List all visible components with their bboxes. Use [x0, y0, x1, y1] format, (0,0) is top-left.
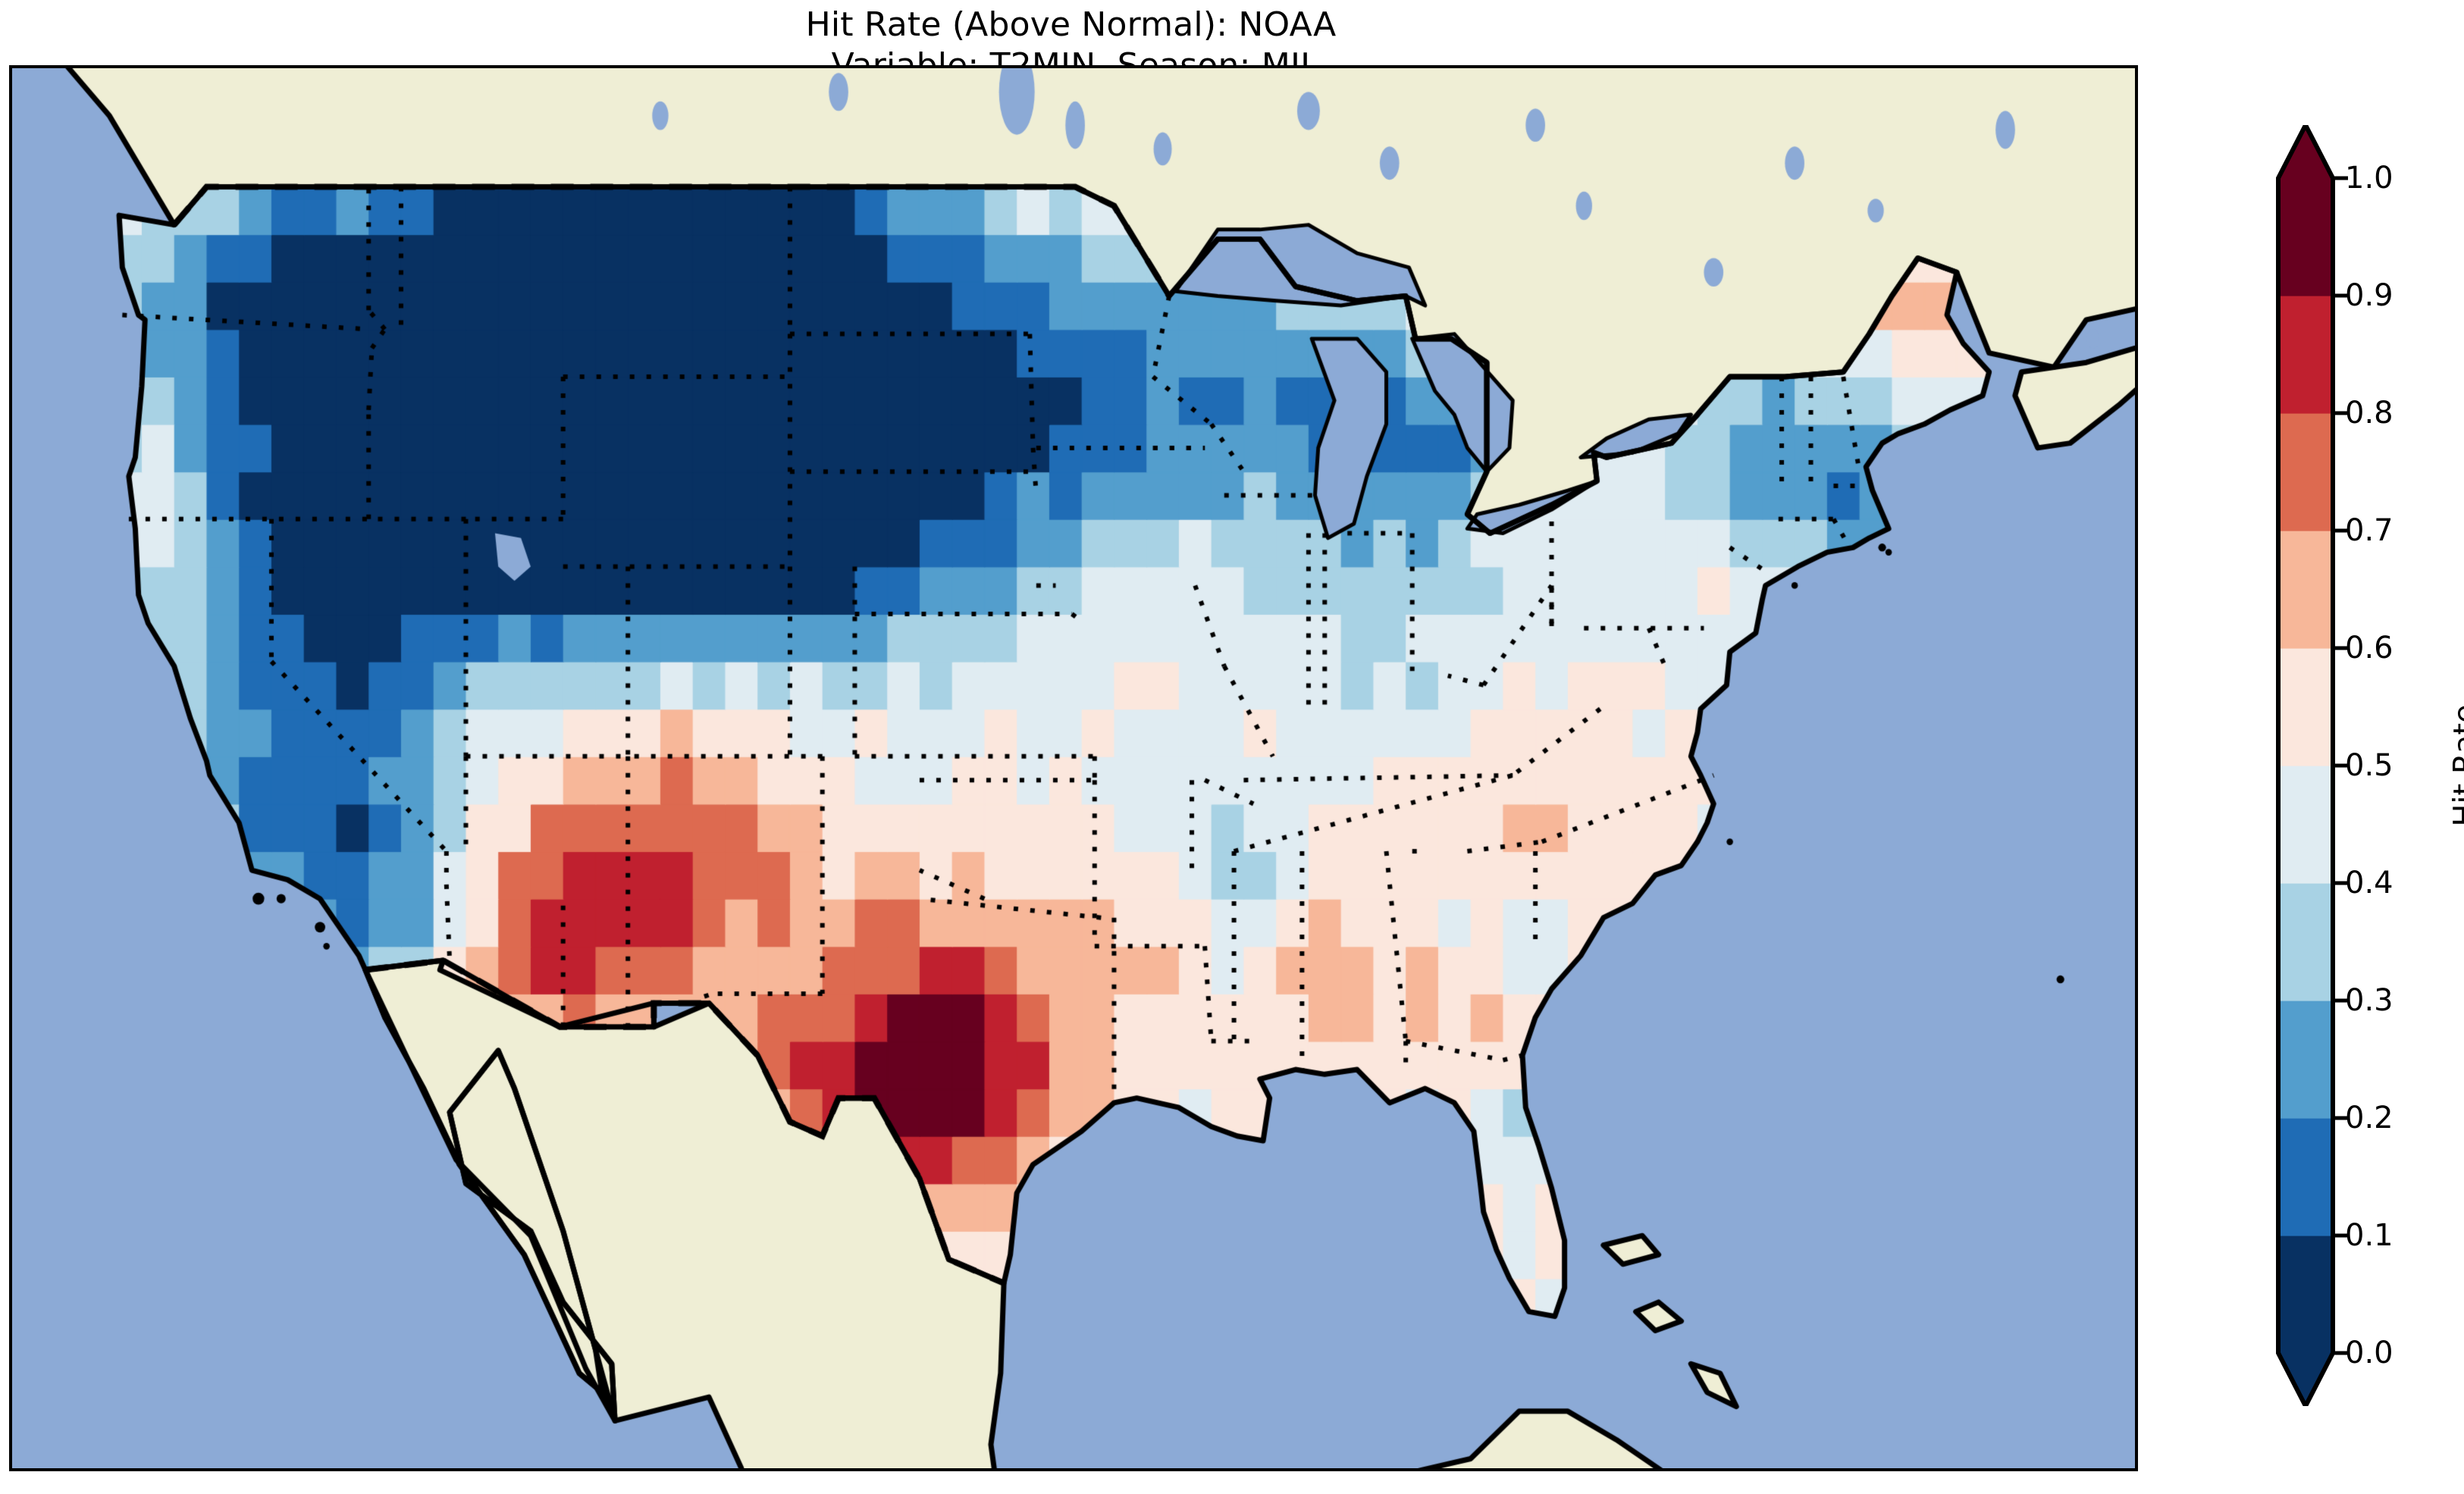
colorbar-tick-0p3: 0.3 [2345, 983, 2393, 1018]
colorbar-axis-label: Hit Rate [2447, 704, 2464, 827]
colorbar-tick-0p4: 0.4 [2345, 866, 2393, 900]
map-panel[interactable] [9, 65, 2138, 1471]
colorbar-tick-0p7: 0.7 [2345, 513, 2393, 548]
hit-rate-choropleth-map[interactable] [12, 68, 2135, 1468]
colorbar-tick-0p9: 0.9 [2345, 278, 2393, 313]
colorbar-tick-0p5: 0.5 [2345, 748, 2393, 783]
colorbar-tick-0p6: 0.6 [2345, 631, 2393, 666]
title-line-1: Hit Rate (Above Normal): NOAA [805, 5, 1337, 44]
colorbar-tick-0p1: 0.1 [2345, 1218, 2393, 1253]
colorbar-tick-1p0: 1.0 [2345, 161, 2393, 196]
colorbar[interactable]: 1.0 0.9 0.8 0.7 0.6 0.5 0.4 0.3 0.2 0.1 0.0 Hit Ra… [2256, 125, 2464, 1406]
colorbar-tick-0p8: 0.8 [2345, 396, 2393, 431]
colorbar-tick-0p0: 0.0 [2345, 1336, 2393, 1370]
colorbar-tick-0p2: 0.2 [2345, 1101, 2393, 1135]
colorbar-gradient [2276, 125, 2348, 1406]
